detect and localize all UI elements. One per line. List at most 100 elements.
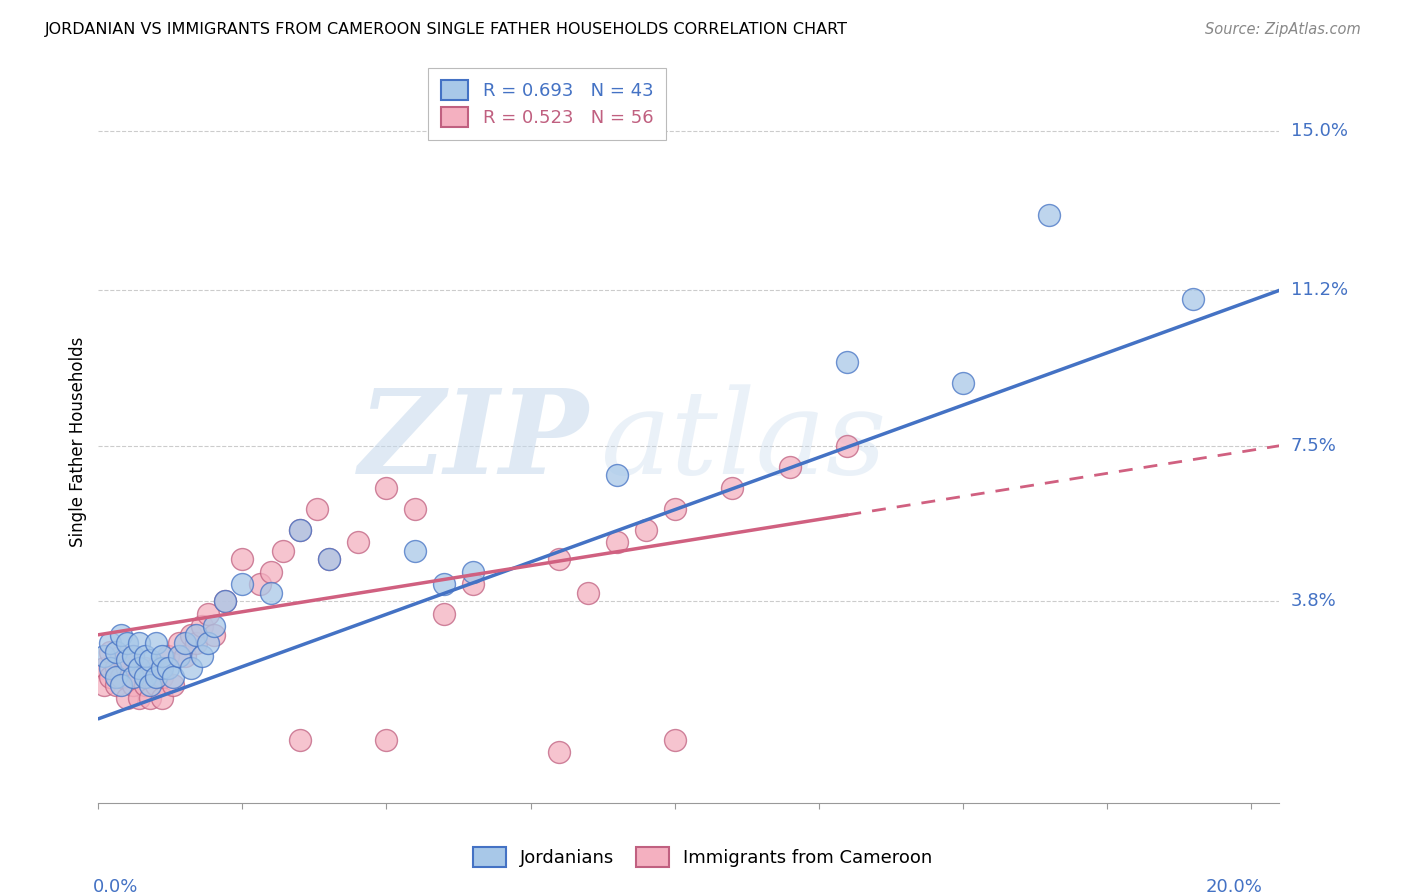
Text: 15.0%: 15.0% xyxy=(1291,121,1347,140)
Point xyxy=(167,636,190,650)
Point xyxy=(180,628,202,642)
Point xyxy=(249,577,271,591)
Point xyxy=(202,619,225,633)
Text: JORDANIAN VS IMMIGRANTS FROM CAMEROON SINGLE FATHER HOUSEHOLDS CORRELATION CHART: JORDANIAN VS IMMIGRANTS FROM CAMEROON SI… xyxy=(45,22,848,37)
Point xyxy=(288,523,311,537)
Point xyxy=(139,690,162,705)
Point xyxy=(433,607,456,621)
Point xyxy=(145,636,167,650)
Point xyxy=(139,678,162,692)
Point xyxy=(150,670,173,684)
Point xyxy=(150,690,173,705)
Point xyxy=(110,670,132,684)
Point xyxy=(260,586,283,600)
Point xyxy=(779,459,801,474)
Point xyxy=(98,644,121,658)
Point xyxy=(139,653,162,667)
Point xyxy=(307,501,329,516)
Point xyxy=(634,523,657,537)
Point xyxy=(952,376,974,390)
Text: Source: ZipAtlas.com: Source: ZipAtlas.com xyxy=(1205,22,1361,37)
Text: 7.5%: 7.5% xyxy=(1291,437,1337,455)
Point xyxy=(115,690,138,705)
Text: atlas: atlas xyxy=(600,384,887,499)
Point xyxy=(197,607,219,621)
Point xyxy=(260,565,283,579)
Text: ZIP: ZIP xyxy=(359,384,589,499)
Point xyxy=(139,670,162,684)
Point xyxy=(1038,208,1060,222)
Point xyxy=(115,653,138,667)
Point xyxy=(128,670,150,684)
Point xyxy=(98,661,121,675)
Point xyxy=(134,648,156,663)
Point xyxy=(93,661,115,675)
Point xyxy=(145,670,167,684)
Legend: Jordanians, Immigrants from Cameroon: Jordanians, Immigrants from Cameroon xyxy=(467,839,939,874)
Point xyxy=(110,678,132,692)
Text: 20.0%: 20.0% xyxy=(1205,879,1263,892)
Point xyxy=(180,661,202,675)
Point xyxy=(664,501,686,516)
Point xyxy=(134,678,156,692)
Point xyxy=(162,678,184,692)
Point xyxy=(128,690,150,705)
Point xyxy=(115,661,138,675)
Point xyxy=(173,636,195,650)
Point xyxy=(318,552,340,566)
Point xyxy=(404,543,426,558)
Point xyxy=(191,619,214,633)
Point xyxy=(197,636,219,650)
Point xyxy=(606,468,628,483)
Point xyxy=(404,501,426,516)
Point xyxy=(167,648,190,663)
Point xyxy=(93,678,115,692)
Point xyxy=(837,439,859,453)
Point xyxy=(837,355,859,369)
Point xyxy=(104,678,127,692)
Point xyxy=(548,745,571,759)
Point xyxy=(162,670,184,684)
Point xyxy=(271,543,294,558)
Point xyxy=(104,661,127,675)
Point xyxy=(122,648,145,663)
Point xyxy=(156,648,179,663)
Point xyxy=(134,670,156,684)
Point xyxy=(664,732,686,747)
Point xyxy=(346,535,368,549)
Point xyxy=(110,648,132,663)
Point xyxy=(461,577,484,591)
Point xyxy=(576,586,599,600)
Point xyxy=(606,535,628,549)
Point xyxy=(461,565,484,579)
Point xyxy=(375,481,398,495)
Point xyxy=(548,552,571,566)
Point xyxy=(134,661,156,675)
Point xyxy=(1182,292,1205,306)
Point xyxy=(288,523,311,537)
Text: 3.8%: 3.8% xyxy=(1291,592,1336,610)
Point xyxy=(110,628,132,642)
Point xyxy=(156,661,179,675)
Point xyxy=(150,648,173,663)
Point xyxy=(122,678,145,692)
Point xyxy=(214,594,236,608)
Point xyxy=(122,648,145,663)
Point xyxy=(186,636,208,650)
Point xyxy=(186,628,208,642)
Point xyxy=(231,552,253,566)
Point xyxy=(191,648,214,663)
Point xyxy=(150,661,173,675)
Point xyxy=(93,648,115,663)
Point xyxy=(98,636,121,650)
Point xyxy=(128,636,150,650)
Point xyxy=(173,648,195,663)
Point xyxy=(433,577,456,591)
Point xyxy=(231,577,253,591)
Point xyxy=(288,732,311,747)
Point xyxy=(145,661,167,675)
Point xyxy=(202,628,225,642)
Point xyxy=(122,670,145,684)
Legend: R = 0.693   N = 43, R = 0.523   N = 56: R = 0.693 N = 43, R = 0.523 N = 56 xyxy=(429,68,666,140)
Point xyxy=(128,661,150,675)
